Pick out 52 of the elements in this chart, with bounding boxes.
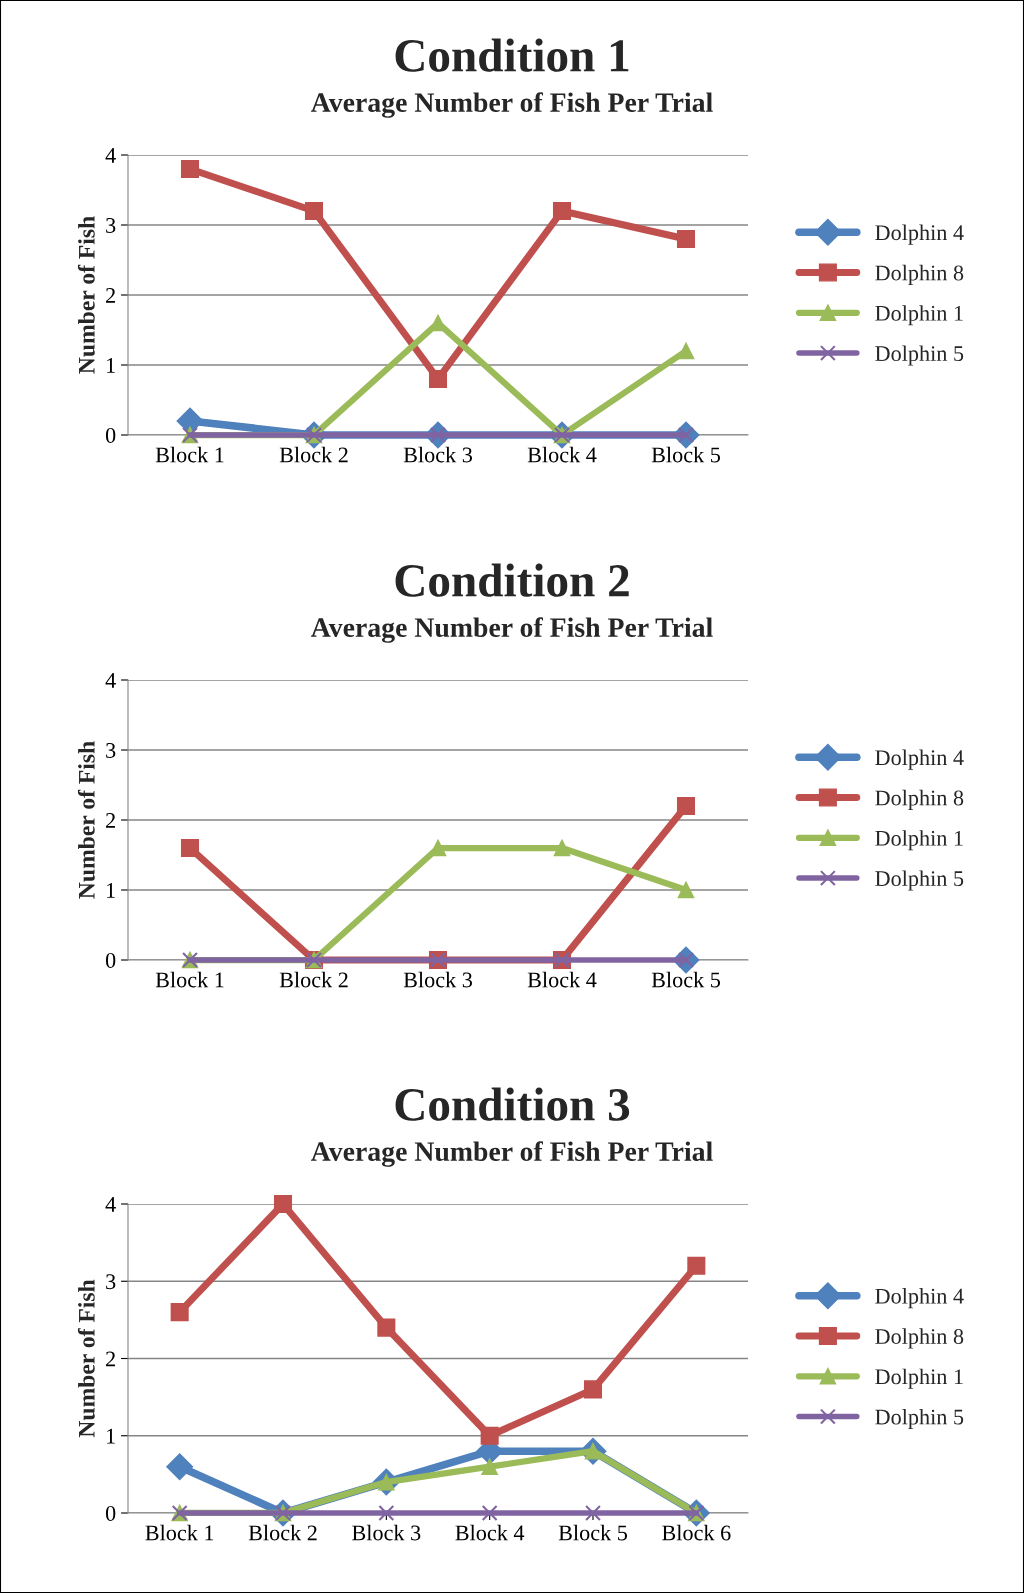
y-tick-label: 2 [106, 812, 115, 828]
x-tick-label: Block 4 [527, 971, 597, 988]
legend-label: Dolphin 5 [875, 345, 964, 366]
y-tick-label: 0 [105, 427, 116, 443]
legend-label: Dolphin 8 [875, 789, 964, 810]
x-tick-label: Block 5 [558, 1524, 628, 1541]
legend-label: Dolphin 4 [875, 224, 964, 245]
y-tick-label: 1 [107, 358, 115, 373]
y-tick-label: 0 [105, 952, 116, 968]
legend-label: Dolphin 1 [875, 305, 963, 326]
x-tick-label: Block 3 [403, 446, 473, 463]
x-tick-label: Block 2 [279, 971, 348, 988]
y-tick-label: 3 [106, 1274, 116, 1290]
y-tick-label: 4 [105, 673, 116, 688]
chart-subtitle: Average Number of Fish Per Trial [311, 92, 713, 118]
legend-label: Dolphin 1 [875, 830, 963, 851]
y-tick-label: 3 [106, 217, 116, 233]
chart-subtitle: Average Number of Fish Per Trial [311, 617, 713, 643]
legend-label: Dolphin 4 [875, 1288, 964, 1309]
x-tick-label: Block 1 [155, 446, 224, 463]
x-tick-label: Block 2 [279, 446, 348, 463]
x-tick-label: Block 4 [527, 446, 597, 463]
chart-subtitle: Average Number of Fish Per Trial [311, 1141, 713, 1167]
y-tick-label: 2 [106, 1351, 115, 1367]
legend-label: Dolphin 8 [875, 264, 964, 285]
chart-title: Condition 1 [395, 38, 629, 72]
x-tick-label: Block 3 [352, 1524, 421, 1541]
legend-label: Dolphin 5 [875, 1408, 964, 1430]
y-axis-title: Number of Fish [77, 1279, 95, 1438]
x-tick-label: Block 6 [662, 1524, 731, 1541]
x-tick-label: Block 1 [155, 971, 224, 988]
chart-title: Condition 3 [395, 1087, 630, 1121]
x-tick-label: Block 3 [403, 971, 473, 988]
x-tick-label: Block 2 [248, 1524, 317, 1541]
y-tick-label: 4 [105, 148, 116, 163]
legend-label: Dolphin 4 [875, 749, 964, 770]
y-axis-title: Number of Fish [77, 216, 95, 374]
legend-label: Dolphin 5 [875, 870, 964, 891]
y-axis-title: Number of Fish [77, 741, 95, 899]
x-tick-label: Block 5 [651, 971, 721, 988]
chart-title: Condition 2 [395, 563, 629, 597]
y-tick-label: 0 [105, 1505, 116, 1521]
y-tick-label: 1 [107, 1428, 115, 1444]
y-tick-label: 3 [106, 742, 116, 758]
y-tick-label: 1 [107, 883, 115, 898]
x-tick-label: Block 1 [145, 1524, 214, 1541]
y-tick-label: 2 [106, 287, 115, 303]
x-tick-label: Block 5 [651, 446, 721, 463]
legend-label: Dolphin 1 [875, 1368, 963, 1389]
y-tick-label: 4 [105, 1197, 116, 1212]
x-tick-label: Block 4 [455, 1524, 525, 1541]
legend-label: Dolphin 8 [875, 1328, 964, 1349]
